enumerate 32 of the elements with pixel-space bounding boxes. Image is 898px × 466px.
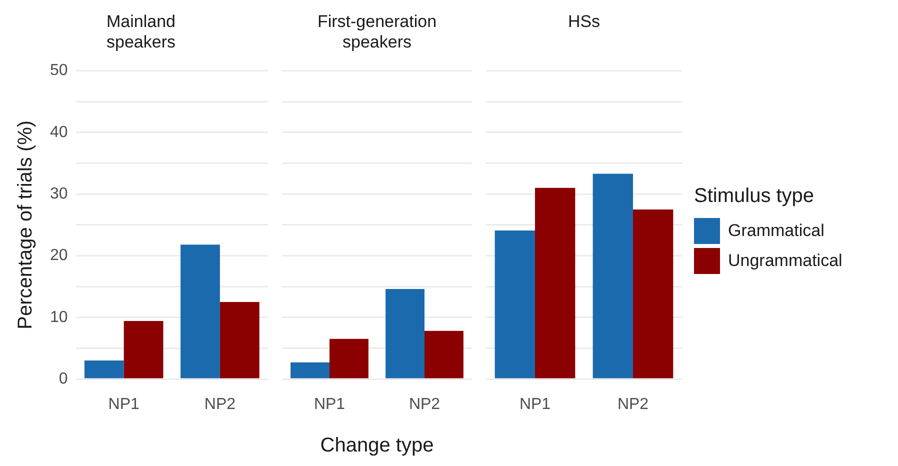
x-tick-label: NP2 [204,396,236,414]
legend-label: Ungrammatical [728,251,842,271]
bar [386,289,424,378]
y-tick-label: 0 [58,370,68,388]
chart-title: First-generation speakers [317,12,437,52]
bar [592,174,633,378]
bar [494,230,535,378]
bar [633,209,674,378]
legend-title: Stimulus type [694,185,816,208]
x-tick-label: NP1 [314,396,346,414]
legend-label: Grammatical [728,221,824,241]
bar [220,302,260,378]
x-tick-label: NP2 [617,396,649,414]
x-axis-title: Change type [320,434,434,457]
bar [124,321,164,378]
x-tick-label: NP1 [519,396,551,414]
bar [330,338,368,378]
x-tick-label: NP1 [108,396,140,414]
y-tick-label: 30 [50,185,68,202]
bar [424,330,464,378]
bar [290,362,330,378]
bar [84,360,124,378]
bar [535,188,576,378]
chart-title: HSs [568,12,600,31]
y-tick-label: 10 [50,308,68,326]
y-tick-label: 20 [50,247,68,264]
y-tick-label: 50 [50,62,68,80]
y-axis-title: Percentage of trials (%) [14,120,37,330]
y-tick-label: 40 [50,124,68,141]
x-tick-label: NP2 [408,396,440,414]
chart-title: Mainland speakers [106,12,176,52]
bar [180,244,220,378]
